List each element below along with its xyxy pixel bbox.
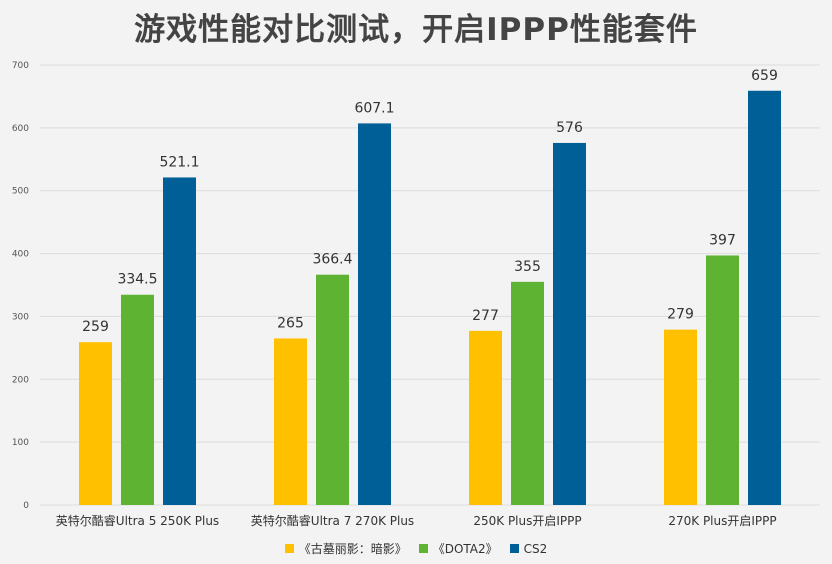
- bar-s2-c2: [553, 142, 586, 505]
- bar-s2-c3: [748, 90, 781, 506]
- y-tick-label-0: 0: [23, 501, 29, 511]
- legend-swatch-tomb-raider: [284, 544, 294, 553]
- y-tick-label-500: 500: [12, 187, 29, 197]
- data-label-s1-c0: 334.5: [117, 272, 157, 288]
- bar-s1-c3: [706, 255, 739, 505]
- chart-title: 游戏性能对比测试，开启IPPP性能套件: [134, 12, 698, 48]
- legend-label-cs2: CS2: [523, 541, 548, 556]
- y-tick-label-400: 400: [12, 250, 29, 260]
- bar-s0-c2: [469, 330, 502, 505]
- legend-label-tomb-raider: 《古墓丽影：暗影》: [298, 542, 407, 556]
- data-label-s2-c0: 521.1: [159, 154, 199, 170]
- data-label-s2-c2: 576: [556, 120, 583, 136]
- bar-s1-c0: [121, 294, 154, 505]
- y-tick-label-100: 100: [12, 438, 29, 448]
- data-label-s0-c1: 265: [277, 315, 304, 331]
- bar-s0-c3: [664, 329, 697, 505]
- legend-item-tomb-raider: 《古墓丽影：暗影》: [284, 540, 407, 557]
- data-label-s0-c2: 277: [472, 308, 499, 324]
- data-label-s2-c1: 607.1: [354, 100, 394, 116]
- y-tick-label-700: 700: [12, 61, 29, 71]
- y-tick-label-300: 300: [12, 312, 29, 322]
- bar-s1-c2: [511, 281, 544, 505]
- legend-swatch-dota2: [418, 544, 428, 553]
- data-label-s1-c3: 397: [709, 232, 736, 248]
- legend-swatch-cs2: [509, 544, 519, 553]
- y-tick-label-600: 600: [12, 124, 29, 134]
- bar-s0-c1: [274, 338, 307, 505]
- category-label-1: 英特尔酷睿Ultra 7 270K Plus: [251, 513, 414, 528]
- legend-label-dota2: 《DOTA2》: [432, 542, 498, 556]
- category-label-0: 英特尔酷睿Ultra 5 250K Plus: [56, 513, 219, 528]
- data-label-s1-c2: 355: [514, 259, 541, 275]
- bar-s0-c0: [79, 342, 112, 505]
- data-label-s0-c3: 279: [667, 307, 694, 323]
- data-label-s0-c0: 259: [82, 319, 109, 335]
- bar-s1-c1: [316, 274, 349, 505]
- bar-s2-c1: [358, 123, 391, 505]
- legend-item-dota2: 《DOTA2》: [418, 540, 498, 557]
- category-label-3: 270K Plus开启IPPP: [668, 514, 776, 528]
- legend-item-cs2: CS2: [509, 541, 548, 556]
- data-label-s1-c1: 366.4: [312, 252, 352, 268]
- y-tick-label-200: 200: [12, 375, 29, 385]
- data-label-s2-c3: 659: [751, 68, 778, 84]
- category-label-2: 250K Plus开启IPPP: [473, 514, 581, 528]
- legend: 《古墓丽影：暗影》 《DOTA2》 CS2: [0, 540, 832, 557]
- bar-s2-c0: [163, 177, 196, 506]
